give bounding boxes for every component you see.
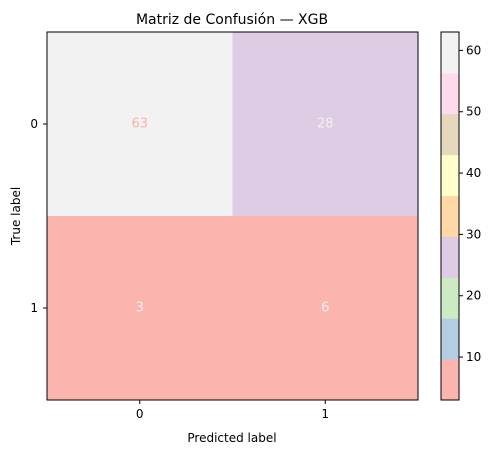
- colorbar-segment-5: [441, 154, 459, 197]
- x-tick-label-0: 0: [136, 407, 144, 421]
- matrix-values: 63 28 3 6: [131, 117, 333, 316]
- cell-value-0-1: 28: [317, 117, 334, 132]
- colorbar-tick-label-3: 40: [466, 166, 481, 180]
- colorbar-tick-label-5: 60: [466, 43, 481, 57]
- cell-value-1-1: 6: [321, 301, 329, 316]
- x-tick-label-1: 1: [321, 407, 329, 421]
- y-tick-label-1: 1: [30, 301, 38, 315]
- cell-0-1: [232, 32, 418, 216]
- x-axis-label: Predicted label: [187, 431, 276, 445]
- y-tick-label-0: 0: [30, 117, 38, 131]
- cell-1-1: [232, 216, 418, 400]
- cell-value-1-0: 3: [136, 301, 144, 316]
- colorbar-segment-6: [441, 113, 459, 156]
- colorbar-segment-0: [441, 359, 459, 401]
- y-axis-ticks: 01: [30, 117, 47, 315]
- plot-frame: [46, 31, 419, 401]
- chart-title: Matriz de Confusión — XGB: [136, 12, 328, 28]
- colorbar-tick-label-4: 50: [466, 105, 481, 119]
- colorbar-tick-label-2: 30: [466, 227, 481, 241]
- colorbar-segment-1: [441, 318, 459, 360]
- cell-1-0: [47, 216, 233, 400]
- colorbar-tick-label-0: 10: [466, 350, 481, 364]
- colorbar-segment-4: [441, 195, 459, 237]
- colorbar-segment-3: [441, 236, 459, 278]
- cell-value-0-0: 63: [131, 117, 148, 132]
- colorbar: 10 20 30 40 50 60: [440, 31, 481, 401]
- cell-0-0: [47, 32, 233, 216]
- colorbar-frame: [440, 31, 460, 401]
- colorbar-segment-7: [441, 72, 459, 115]
- colorbar-segment-2: [441, 277, 459, 319]
- y-axis-label: True label: [9, 187, 23, 246]
- colorbar-tick-label-1: 20: [466, 289, 481, 303]
- colorbar-segment-8: [441, 32, 459, 74]
- matrix-cells: [47, 32, 418, 400]
